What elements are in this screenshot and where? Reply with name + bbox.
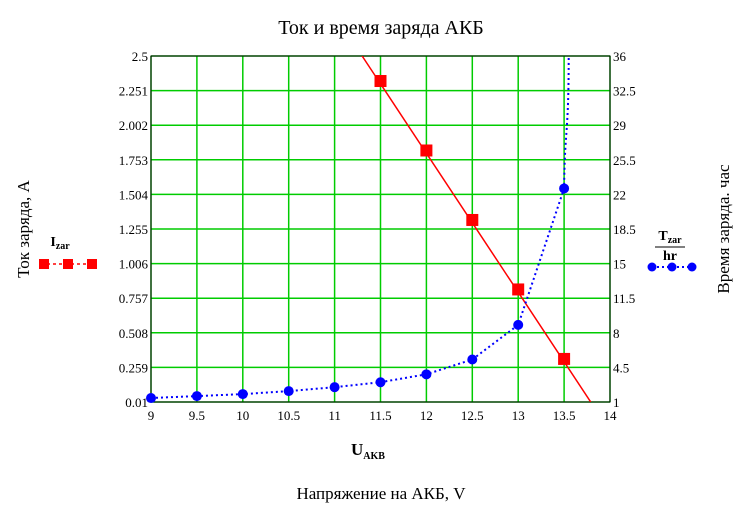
series-current-point <box>374 75 387 88</box>
y-right-tick-label: 32.5 <box>613 84 636 99</box>
legend-current-main: I <box>50 235 55 250</box>
x-tick-label: 9.5 <box>189 408 205 423</box>
x-tick-label: 14 <box>604 408 618 423</box>
legend-current-marker <box>39 259 49 269</box>
x-tick-label: 11.5 <box>369 408 391 423</box>
legend-time-main: T <box>658 229 668 244</box>
series-current-point <box>512 283 525 296</box>
tick-labels: 9 9.5 10 10.5 11 11.5 12 12.5 13 13.5 140.010.2590… <box>119 49 636 423</box>
plot-frame <box>150 55 611 403</box>
x-tick-label: 11 <box>328 408 341 423</box>
series-time-point <box>513 319 524 330</box>
legend-current-marker <box>63 259 73 269</box>
legend-time-marker <box>647 262 657 272</box>
x-tick-label: 10 <box>236 408 249 423</box>
legend-time-sample <box>647 262 697 272</box>
legend-time: Tzar hr <box>647 229 697 272</box>
x-tick-label: 10.5 <box>277 408 300 423</box>
x-variable-main: U <box>351 440 363 459</box>
series-current-point <box>558 352 571 365</box>
legend-current-marker <box>87 259 97 269</box>
x-tick-label: 13.5 <box>553 408 576 423</box>
y-right-tick-label: 8 <box>613 326 620 341</box>
y-right-tick-label: 29 <box>613 118 626 133</box>
y-axis-right-label: Время заряда. час <box>714 164 733 294</box>
series-time-point <box>375 377 386 388</box>
series-time-line <box>151 56 570 399</box>
series-current-line <box>361 56 592 402</box>
series-layer <box>146 56 592 404</box>
legend-current: Izar <box>39 235 97 269</box>
chart-title: Ток и время заряда АКБ <box>278 17 484 39</box>
legend-time-marker <box>667 262 677 272</box>
y-right-tick-label: 36 <box>613 49 627 64</box>
series-time-point <box>329 382 340 393</box>
y-left-tick-label: 1.753 <box>119 153 148 168</box>
legend-time-marker <box>687 262 697 272</box>
y-right-tick-label: 22 <box>613 187 626 202</box>
y-axis-left-label: Ток заряда, А <box>14 179 33 277</box>
x-variable-label: UAKB <box>351 440 385 462</box>
series-time-point <box>283 386 294 397</box>
y-left-tick-label: 0.757 <box>119 291 149 306</box>
y-left-tick-label: 2.251 <box>119 84 148 99</box>
y-left-tick-label: 2.5 <box>132 49 148 64</box>
y-left-tick-label: 1.006 <box>119 257 149 272</box>
y-left-tick-label: 0.259 <box>119 360 148 375</box>
grid <box>150 55 611 403</box>
y-right-tick-label: 1 <box>613 395 620 410</box>
series-time-point <box>191 391 202 402</box>
series-time-point <box>467 354 478 365</box>
series-time-point <box>237 389 248 400</box>
series-time-point <box>146 393 156 404</box>
y-left-tick-label: 0.508 <box>119 326 148 341</box>
legend-current-sub: zar <box>56 241 70 252</box>
legend-time-sub: zar <box>668 235 682 246</box>
legend-current-text: Izar <box>50 235 70 252</box>
series-current-point <box>466 213 479 226</box>
y-left-tick-label: 1.255 <box>119 222 148 237</box>
series-time-point <box>421 369 432 380</box>
legend-time-denominator: hr <box>663 249 677 264</box>
y-left-tick-label: 2.002 <box>119 118 148 133</box>
x-tick-label: 12 <box>420 408 433 423</box>
y-left-tick-label: 1.504 <box>119 187 149 202</box>
legend-time-numerator: Tzar <box>658 229 682 246</box>
y-right-tick-label: 18.5 <box>613 222 636 237</box>
series-current-point <box>420 144 433 157</box>
series-time-point <box>559 183 570 194</box>
x-variable-sub: AKB <box>363 451 385 462</box>
y-left-tick-label: 0.01 <box>125 395 148 410</box>
y-right-tick-label: 15 <box>613 257 626 272</box>
y-right-tick-label: 11.5 <box>613 291 635 306</box>
y-right-tick-label: 25.5 <box>613 153 636 168</box>
x-axis-label: Напряжение на АКБ, V <box>296 484 466 503</box>
x-tick-label: 13 <box>512 408 525 423</box>
legend-current-sample <box>39 259 97 269</box>
x-tick-label: 12.5 <box>461 408 484 423</box>
x-tick-label: 9 <box>148 408 155 423</box>
y-right-tick-label: 4.5 <box>613 360 629 375</box>
